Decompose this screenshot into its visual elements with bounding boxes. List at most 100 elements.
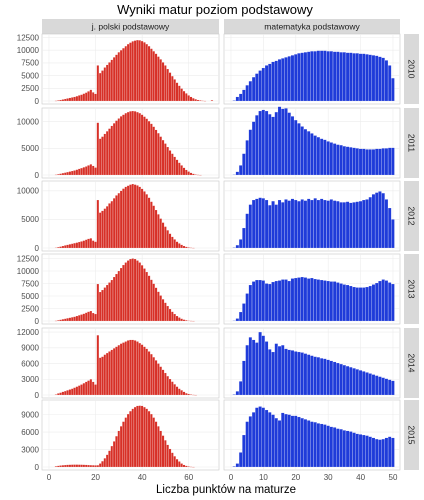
histogram-bar bbox=[54, 466, 58, 468]
histogram-bar bbox=[300, 352, 304, 396]
histogram-bar bbox=[375, 438, 379, 468]
facet-panel bbox=[223, 180, 401, 252]
histogram-bar bbox=[182, 245, 186, 249]
histogram-bar bbox=[194, 99, 197, 102]
histogram-bar bbox=[323, 358, 327, 396]
histogram-bar bbox=[290, 55, 295, 102]
histogram-bar bbox=[143, 191, 146, 249]
histogram-bar bbox=[133, 406, 137, 468]
histogram-bar bbox=[112, 198, 116, 249]
histogram-bar bbox=[147, 275, 151, 322]
histogram-bar bbox=[384, 199, 389, 249]
histogram-bar bbox=[103, 287, 107, 322]
histogram-bar bbox=[182, 391, 186, 396]
histogram-bar bbox=[352, 286, 356, 322]
histogram-bar bbox=[54, 394, 58, 396]
histogram-bar bbox=[258, 70, 262, 102]
x-tick-label: 30 bbox=[324, 473, 333, 482]
histogram-bar bbox=[161, 62, 165, 102]
y-tick-label: 12500 bbox=[17, 33, 40, 42]
histogram-bar bbox=[258, 406, 262, 468]
histogram-bar bbox=[274, 111, 278, 176]
histogram-bar bbox=[294, 119, 298, 176]
histogram-bar bbox=[378, 148, 382, 176]
histogram-bar bbox=[294, 415, 298, 468]
histogram-bar bbox=[326, 425, 330, 468]
histogram-bar bbox=[345, 430, 350, 468]
histogram-bar bbox=[345, 284, 350, 322]
histogram-bar bbox=[78, 385, 81, 396]
histogram-bar bbox=[342, 202, 346, 249]
histogram-bar bbox=[73, 464, 76, 468]
histogram-bar bbox=[85, 166, 88, 176]
y-tick-label: 10000 bbox=[17, 267, 40, 276]
histogram-bar bbox=[277, 199, 282, 249]
histogram-bar bbox=[281, 279, 285, 322]
histogram-bar bbox=[75, 96, 79, 102]
histogram-bar bbox=[92, 312, 95, 322]
column-strip-label: j. polski podstawowy bbox=[91, 22, 170, 32]
histogram-bar bbox=[117, 270, 120, 322]
histogram-bar bbox=[180, 165, 183, 176]
histogram-bar bbox=[159, 218, 162, 249]
histogram-bar bbox=[73, 170, 76, 176]
histogram-bar bbox=[64, 464, 67, 468]
histogram-bar bbox=[59, 392, 62, 396]
y-tick-label: 7500 bbox=[21, 59, 39, 68]
histogram-bar bbox=[245, 293, 249, 322]
histogram-bar bbox=[78, 315, 81, 322]
histogram-bar bbox=[287, 280, 291, 322]
histogram-bar bbox=[157, 363, 160, 396]
histogram-bar bbox=[326, 200, 330, 249]
histogram-bar bbox=[358, 53, 363, 102]
x-tick-label: 20 bbox=[91, 473, 100, 482]
histogram-bar bbox=[274, 60, 278, 102]
histogram-bar bbox=[261, 335, 265, 396]
y-tick-label: 9000 bbox=[21, 410, 39, 419]
histogram-bar bbox=[371, 149, 376, 176]
histogram-bar bbox=[61, 173, 65, 176]
histogram-bar bbox=[185, 246, 188, 249]
row-strip-label: 2011 bbox=[407, 134, 417, 153]
histogram-bar bbox=[378, 56, 382, 102]
histogram-bar bbox=[171, 381, 174, 396]
histogram-bar bbox=[342, 365, 346, 396]
histogram-bar bbox=[143, 268, 146, 322]
histogram-bar bbox=[61, 465, 65, 468]
histogram-bar bbox=[150, 279, 153, 322]
histogram-bar bbox=[371, 55, 376, 102]
histogram-bar bbox=[235, 463, 240, 468]
histogram-bar bbox=[316, 50, 321, 102]
histogram-bar bbox=[182, 167, 186, 176]
histogram-bar bbox=[78, 168, 81, 176]
histogram-bar bbox=[388, 436, 392, 468]
histogram-bar bbox=[122, 342, 125, 396]
facet-panel bbox=[223, 253, 401, 325]
facet-panel bbox=[41, 399, 220, 471]
histogram-bar bbox=[103, 458, 107, 468]
histogram-bar bbox=[110, 279, 113, 322]
histogram-bar bbox=[342, 284, 346, 322]
histogram-bar bbox=[345, 366, 350, 396]
histogram-bar bbox=[284, 57, 288, 102]
histogram-bar bbox=[75, 242, 79, 249]
histogram-bar bbox=[66, 318, 69, 322]
histogram-bar bbox=[378, 280, 382, 322]
histogram-bar bbox=[94, 384, 97, 396]
histogram-bar bbox=[124, 341, 127, 396]
histogram-bar bbox=[316, 199, 321, 249]
histogram-bar bbox=[358, 434, 363, 468]
histogram-bar bbox=[124, 186, 127, 249]
histogram-bar bbox=[71, 388, 74, 396]
histogram-bar bbox=[61, 245, 65, 249]
histogram-bar bbox=[164, 143, 167, 176]
row-strip bbox=[404, 254, 419, 324]
histogram-bar bbox=[349, 147, 353, 176]
histogram-bar bbox=[384, 437, 389, 468]
histogram-bar bbox=[358, 148, 363, 176]
histogram-bar bbox=[119, 343, 123, 396]
histogram-bar bbox=[320, 279, 324, 322]
histogram-bar bbox=[349, 367, 353, 396]
histogram-bar bbox=[108, 62, 111, 102]
facet-panel bbox=[223, 33, 401, 105]
